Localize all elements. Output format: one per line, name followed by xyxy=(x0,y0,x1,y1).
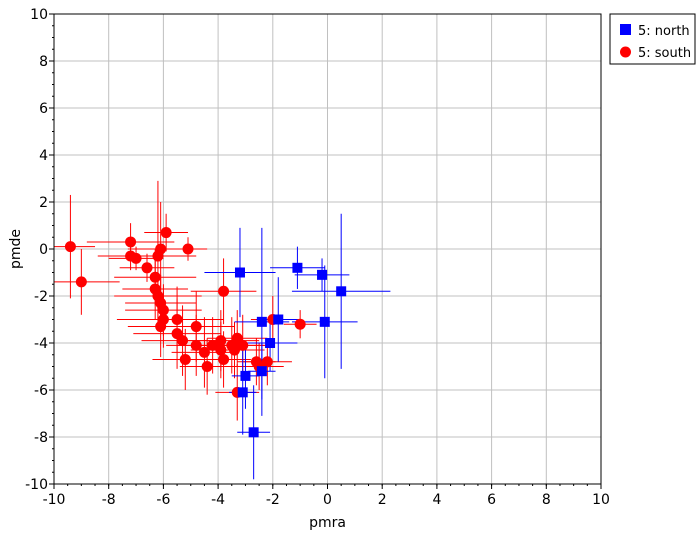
north-data-point xyxy=(256,366,267,377)
x-tick-label: 6 xyxy=(487,492,496,508)
south-data-point xyxy=(160,227,172,239)
north-data-point xyxy=(292,262,303,273)
north-data-point xyxy=(319,316,330,327)
x-tick-label: -10 xyxy=(43,492,66,508)
legend-circle-marker xyxy=(620,46,631,58)
south-data-point xyxy=(171,314,183,325)
x-tick-label: 4 xyxy=(432,492,441,508)
north-data-point xyxy=(240,370,251,381)
legend-label: 5: north xyxy=(638,24,690,39)
south-data-point xyxy=(177,335,189,347)
x-axis-tick-labels: -10 -8 -6 -4 -2 0 2 4 6 8 10 xyxy=(43,492,610,508)
y-tick-label: -10 xyxy=(25,477,48,493)
south-data-point xyxy=(149,271,161,283)
legend-square-marker xyxy=(620,24,631,35)
south-data-point xyxy=(130,252,142,264)
x-tick-label: 8 xyxy=(542,492,551,508)
south-data-point xyxy=(179,353,191,365)
north-data-point xyxy=(248,427,259,438)
south-data-point xyxy=(182,243,194,255)
x-tick-label: 2 xyxy=(378,492,387,508)
south-data-point xyxy=(190,321,202,333)
south-data-point xyxy=(125,236,137,248)
y-tick-label: 4 xyxy=(39,148,48,164)
y-tick-label: 6 xyxy=(39,101,48,117)
y-axis-title: pmde xyxy=(8,229,24,269)
y-tick-label: -2 xyxy=(34,289,48,305)
south-data-point xyxy=(261,356,273,368)
south-data-point xyxy=(215,344,227,356)
north-data-point xyxy=(273,314,284,325)
south-data-point xyxy=(218,353,230,365)
x-tick-label: -4 xyxy=(211,492,225,508)
y-tick-label: 0 xyxy=(39,242,48,258)
south-data-point xyxy=(157,304,169,316)
y-tick-label: -6 xyxy=(34,383,48,399)
north-data-point xyxy=(234,267,245,278)
y-tick-label: -8 xyxy=(34,430,48,446)
south-data-point xyxy=(207,339,219,351)
x-axis-title: pmra xyxy=(309,515,346,531)
south-data-point xyxy=(155,243,167,255)
y-tick-label: 2 xyxy=(39,195,48,211)
legend-label: 5: south xyxy=(638,46,691,61)
axis-ticks xyxy=(49,13,602,489)
south-data-point xyxy=(141,262,153,274)
south-data-point xyxy=(218,285,230,297)
y-axis-tick-labels: -10 -8 -6 -4 -2 0 2 4 6 8 10 xyxy=(25,7,48,493)
south-data-point xyxy=(75,276,87,288)
y-tick-label: -4 xyxy=(34,336,48,352)
north-data-point xyxy=(256,316,267,327)
south-data-point xyxy=(64,241,76,253)
south-data-point xyxy=(294,318,306,330)
x-tick-label: 0 xyxy=(323,492,332,508)
south-data-point xyxy=(201,361,213,372)
south-data-point xyxy=(237,339,249,351)
x-tick-label: -6 xyxy=(156,492,170,508)
south-data-point xyxy=(190,339,202,351)
north-data-point xyxy=(336,286,347,297)
x-tick-label: -8 xyxy=(102,492,116,508)
north-data-point xyxy=(265,338,276,348)
y-tick-label: 8 xyxy=(39,54,48,70)
data-markers xyxy=(64,227,347,438)
north-data-point xyxy=(237,387,248,398)
south-data-point xyxy=(215,335,227,347)
error-bars xyxy=(54,180,391,480)
legend: 5: north 5: south xyxy=(609,13,696,65)
x-tick-label: -2 xyxy=(266,492,280,508)
south-data-point xyxy=(229,344,241,356)
north-data-point xyxy=(317,269,328,280)
x-tick-label: 10 xyxy=(592,492,610,508)
south-data-point xyxy=(198,346,210,358)
south-data-point xyxy=(157,314,169,325)
y-tick-label: 10 xyxy=(30,7,48,23)
